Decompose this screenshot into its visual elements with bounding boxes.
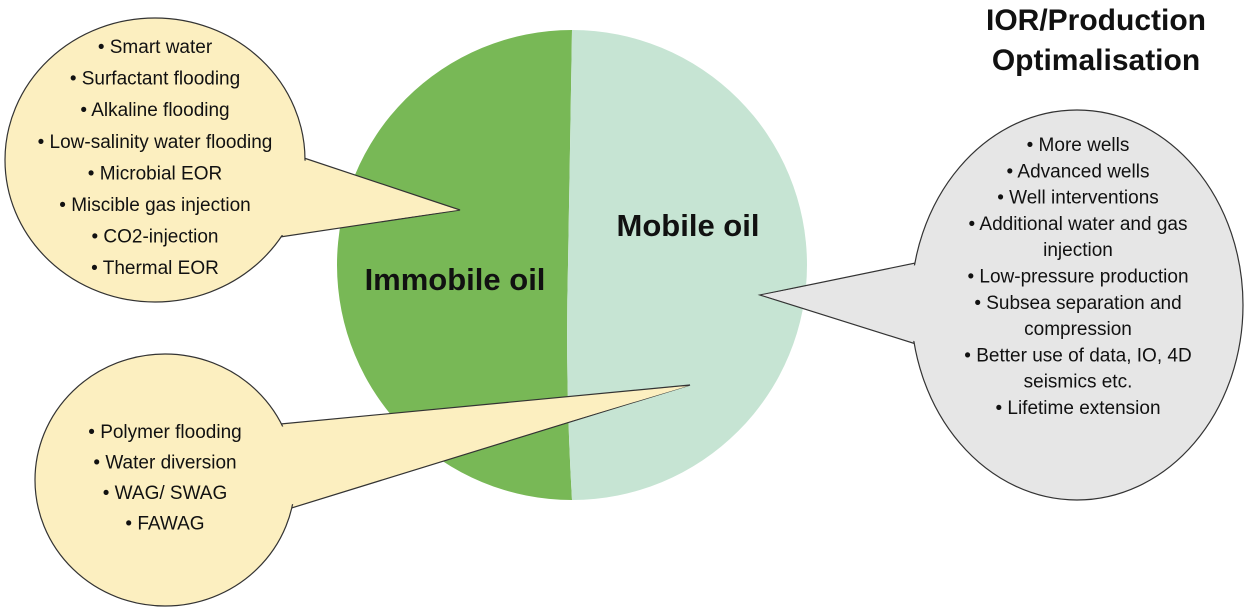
- bubble-item: • Subsea separation and: [974, 293, 1181, 314]
- bubble-item: • Polymer flooding: [88, 422, 241, 443]
- bubble-item: • CO2-injection: [91, 227, 218, 248]
- bubble-item: • Miscible gas injection: [59, 195, 250, 216]
- mobile-half: [567, 30, 807, 500]
- bubble-top-left: [4, 17, 461, 303]
- bubble-item: • Surfactant flooding: [70, 69, 240, 90]
- bubble-item: • WAG/ SWAG: [103, 483, 228, 504]
- bubble-item: • Alkaline flooding: [80, 100, 229, 121]
- bubble-item: • More wells: [1027, 135, 1130, 156]
- bubble-item: • Smart water: [98, 37, 213, 58]
- bubble-item: injection: [1043, 240, 1113, 261]
- title-line: Optimalisation: [992, 44, 1200, 77]
- bubble-item: • Microbial EOR: [88, 163, 222, 184]
- bubble-bottom-left: [34, 353, 691, 607]
- bubble-item: • Water diversion: [93, 453, 236, 474]
- bubble-item: seismics etc.: [1024, 372, 1133, 393]
- bubble-item: • Additional water and gas: [969, 214, 1188, 235]
- bubble-item: • Advanced wells: [1007, 161, 1150, 182]
- bubble-right: [757, 109, 1244, 501]
- immobile-half: [337, 30, 572, 500]
- bubble-item: • Well interventions: [997, 188, 1159, 209]
- mobile-label: Mobile oil: [617, 208, 760, 243]
- bubble-item: • Low-salinity water flooding: [38, 132, 273, 153]
- title-line: IOR/Production: [986, 4, 1206, 37]
- bubble-item: • Lifetime extension: [995, 398, 1160, 419]
- bubble-item: • Better use of data, IO, 4D: [964, 345, 1191, 366]
- bubble-item: • Thermal EOR: [91, 258, 219, 279]
- bubble-item: • Low-pressure production: [967, 267, 1188, 288]
- immobile-label: Immobile oil: [365, 262, 546, 297]
- bubble-item: • FAWAG: [125, 514, 204, 535]
- bubble-item: compression: [1024, 319, 1132, 340]
